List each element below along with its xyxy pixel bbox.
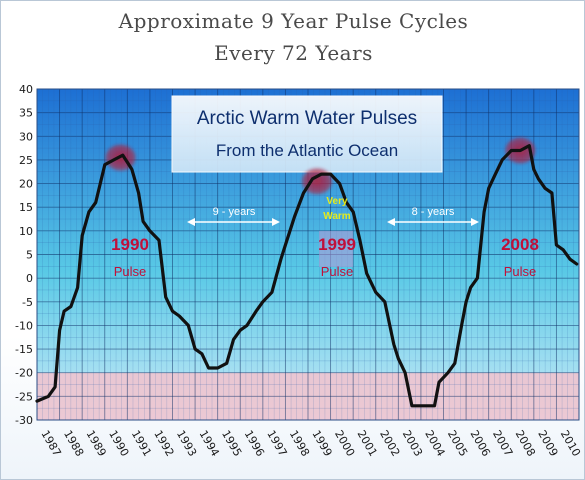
pulse-year-label: 1999	[318, 235, 356, 254]
x-tick-label: 1994	[196, 428, 221, 459]
y-tick-label: 15	[19, 201, 33, 214]
y-tick-label: -15	[15, 343, 33, 356]
x-tick-label: 1999	[309, 428, 334, 459]
x-tick-label: 1995	[219, 428, 244, 459]
inset-title-line-2: From the Atlantic Ocean	[216, 141, 398, 160]
x-tick-label: 2010	[558, 428, 583, 459]
y-tick-label: 5	[26, 249, 33, 262]
y-tick-label: 35	[19, 107, 33, 120]
x-tick-label: 1987	[38, 428, 63, 459]
x-tick-label: 1989	[84, 428, 109, 459]
interval-arrow-2-head-left	[387, 218, 395, 226]
x-tick-label: 1998	[287, 428, 312, 459]
chart-title-line-1: Approximate 9 Year Pulse Cycles	[118, 9, 469, 33]
very-warm-label-line-1: Very	[326, 196, 348, 207]
chart-title-line-2: Every 72 Years	[214, 41, 373, 65]
x-tick-label: 1997	[264, 428, 289, 459]
inset-title-line-1: Arctic Warm Water Pulses	[197, 108, 417, 129]
interval-arrow-2-head-right	[471, 218, 479, 226]
interval-arrow-1-head-right	[272, 218, 280, 226]
y-tick-label: -30	[15, 414, 33, 427]
y-tick-label: 20	[19, 178, 33, 191]
y-tick-label: 0	[26, 272, 33, 285]
y-tick-label: -20	[15, 367, 33, 380]
x-tick-label: 2004	[422, 428, 447, 459]
y-tick-label: -25	[15, 390, 33, 403]
x-tick-label: 2006	[467, 428, 492, 459]
x-tick-label: 2009	[535, 428, 560, 459]
x-tick-label: 1990	[106, 428, 131, 459]
y-tick-label: 40	[19, 83, 33, 96]
interval-label-1: 9 - years	[213, 206, 256, 218]
x-tick-label: 1993	[174, 428, 199, 459]
y-tick-label: 10	[19, 225, 33, 238]
year-1999-highlight	[319, 231, 353, 267]
series-line	[35, 144, 579, 408]
pulse-year-label: 2008	[501, 235, 539, 254]
x-tick-label: 2008	[513, 428, 538, 459]
pulse-year-label: 1990	[111, 235, 149, 254]
x-tick-label: 1996	[242, 428, 267, 459]
y-tick-label: 25	[19, 154, 33, 167]
pulse-label: Pulse	[114, 264, 147, 279]
y-tick-label: -5	[22, 296, 33, 309]
x-tick-label: 1992	[151, 428, 176, 459]
x-tick-label: 2005	[445, 428, 470, 459]
y-tick-label: -10	[15, 319, 33, 332]
y-tick-label: 30	[19, 130, 33, 143]
x-tick-label: 2003	[400, 428, 425, 459]
interval-label-2: 8 - years	[412, 206, 455, 218]
x-tick-label: 2007	[490, 428, 515, 459]
interval-arrow-1-head-left	[187, 218, 195, 226]
plot-border	[36, 88, 580, 421]
pulse-label: Pulse	[321, 264, 354, 279]
x-tick-label: 1988	[61, 428, 86, 459]
x-tick-label: 1991	[129, 428, 154, 459]
x-tick-label: 2001	[355, 428, 380, 459]
very-warm-label-line-2: Warm	[323, 211, 351, 222]
x-tick-label: 2000	[332, 428, 357, 459]
x-tick-label: 2002	[377, 428, 402, 459]
pulse-label: Pulse	[504, 264, 537, 279]
